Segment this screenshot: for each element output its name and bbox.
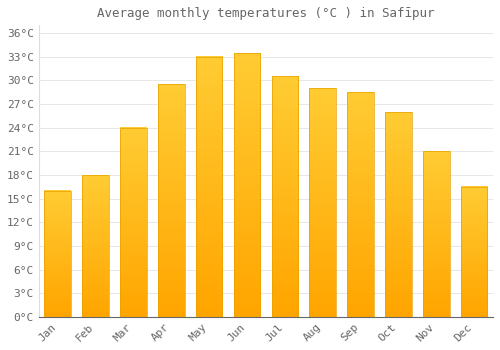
Bar [120,128,146,317]
Bar [310,88,336,317]
Bar [196,57,222,317]
Title: Average monthly temperatures (°C ) in Safīpur: Average monthly temperatures (°C ) in Sa… [97,7,434,20]
Bar [348,92,374,317]
Bar [44,191,71,317]
Bar [234,53,260,317]
Bar [158,84,184,317]
Bar [423,151,450,317]
Bar [461,187,487,317]
Bar [82,175,109,317]
Bar [272,77,298,317]
Bar [385,112,411,317]
